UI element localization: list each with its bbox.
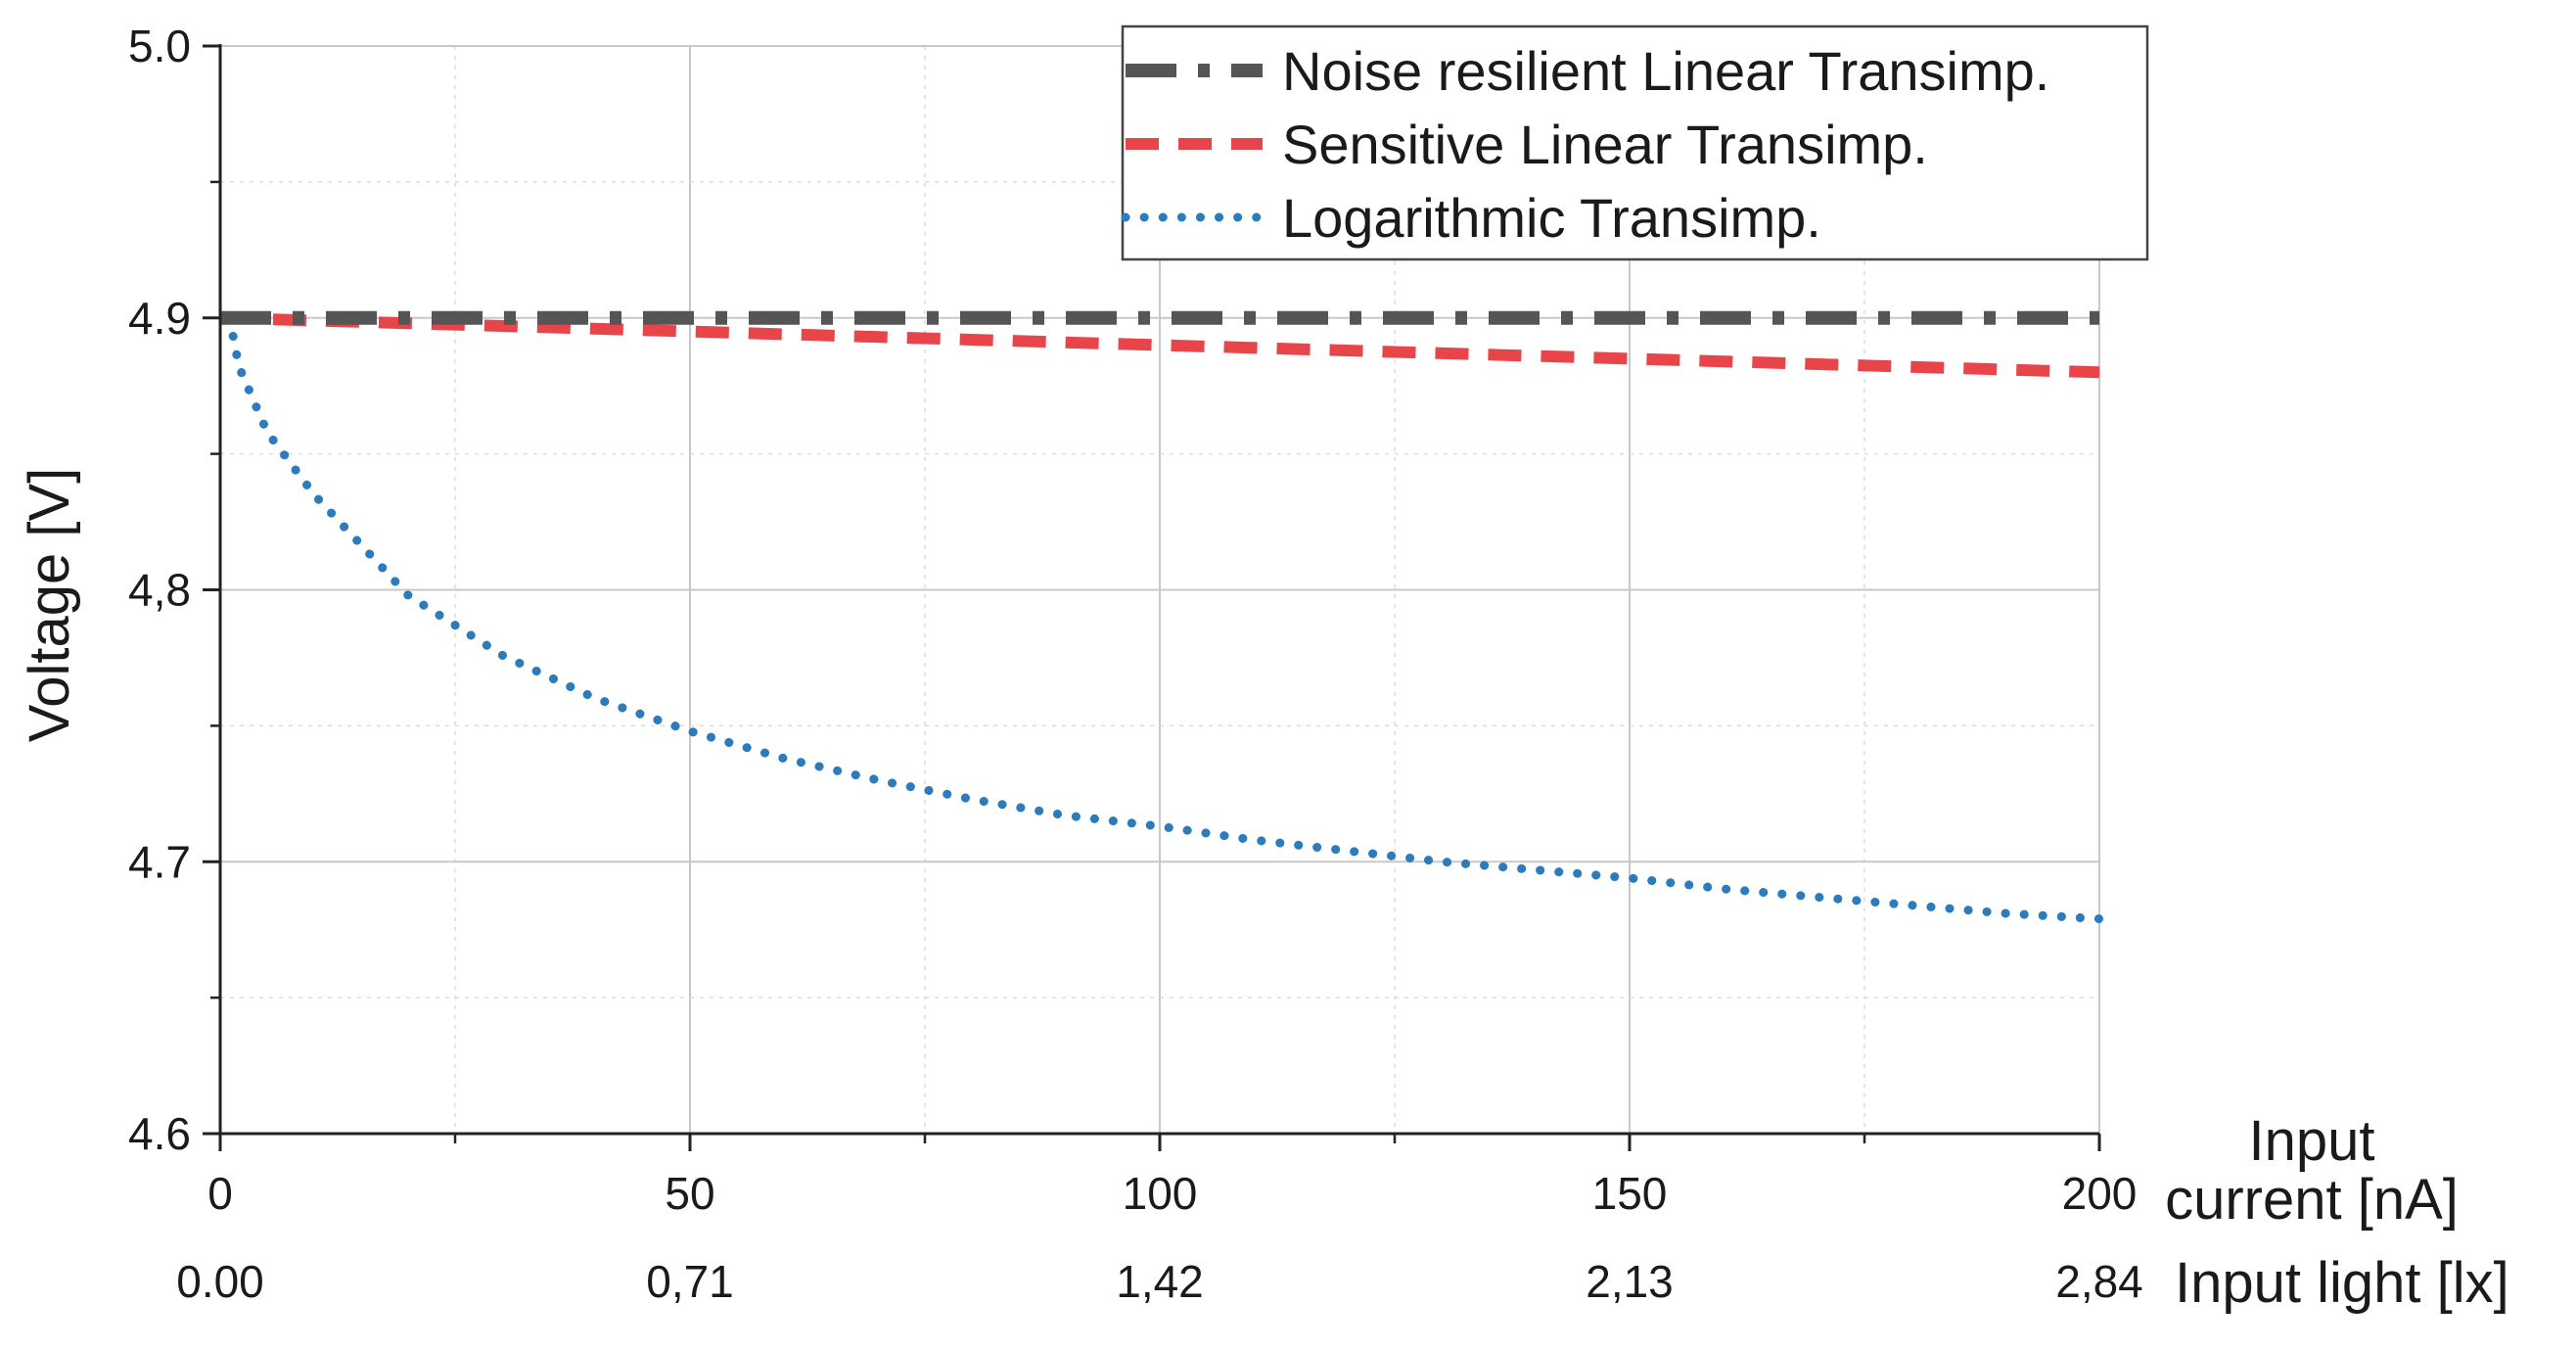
- legend-label: Noise resilient Linear Transimp.: [1282, 40, 2049, 102]
- x-tick-label: 0: [207, 1168, 233, 1219]
- legend-label: Sensitive Linear Transimp.: [1282, 114, 1928, 175]
- x-axis-label-line1: Input: [2249, 1109, 2375, 1173]
- x-tick-label: 150: [1592, 1168, 1668, 1219]
- secondary-x-tick-label: 0.00: [176, 1256, 264, 1307]
- secondary-x-tick-label: 2,84: [2055, 1256, 2143, 1307]
- y-tick-label: 4.6: [128, 1108, 191, 1159]
- y-tick-label: 4,8: [128, 565, 191, 616]
- y-tick-label: 4.9: [128, 293, 191, 344]
- secondary-x-tick-label: 2,13: [1586, 1256, 1674, 1307]
- x-tick-label: 100: [1123, 1168, 1198, 1219]
- x-tick-label: 200: [2062, 1168, 2138, 1219]
- secondary-x-axis-label: Input light [lx]: [2175, 1251, 2509, 1315]
- y-tick-label: 5.0: [128, 21, 191, 71]
- secondary-x-tick-label: 0,71: [646, 1256, 734, 1307]
- secondary-x-tick-label: 1,42: [1116, 1256, 1204, 1307]
- x-tick-label: 50: [665, 1168, 714, 1219]
- series-line: [225, 313, 2104, 924]
- y-axis-label: Voltage [V]: [18, 468, 81, 743]
- tick-labels: 4.6 4.7 4,8 4.9 5.0 0 50 100 150 200 0.00 0,71 1,42 2…: [128, 21, 2143, 1307]
- x-axis-label-line2: current [nA]: [2165, 1168, 2459, 1232]
- axes: [203, 44, 2101, 1151]
- legend: Noise resilient Linear Transimp. Sensitiv…: [1121, 24, 2149, 261]
- legend-box: [1121, 24, 2149, 261]
- y-tick-label: 4.7: [128, 836, 191, 887]
- legend-label: Logarithmic Transimp.: [1282, 187, 1821, 249]
